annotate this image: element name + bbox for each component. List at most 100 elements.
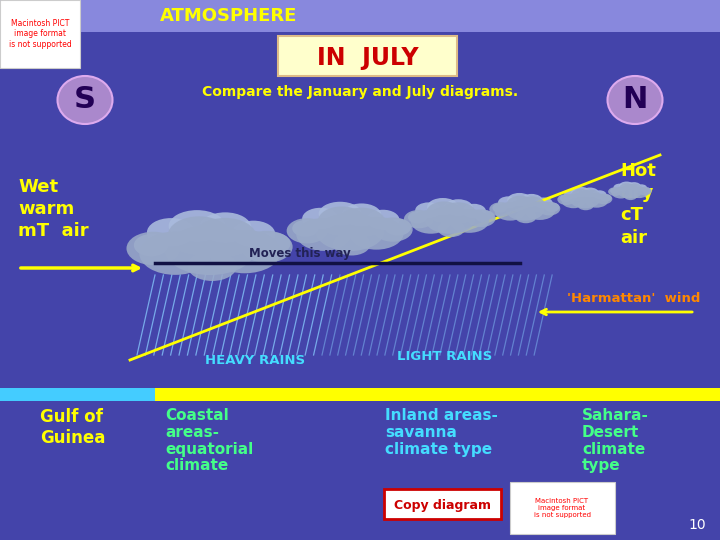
Ellipse shape — [333, 233, 370, 255]
Text: S: S — [74, 85, 96, 114]
Ellipse shape — [366, 210, 400, 230]
Ellipse shape — [444, 199, 473, 216]
Ellipse shape — [564, 190, 580, 199]
Ellipse shape — [292, 220, 319, 237]
Ellipse shape — [139, 232, 211, 275]
Ellipse shape — [495, 202, 526, 221]
Ellipse shape — [585, 193, 608, 208]
Text: Copy diagram: Copy diagram — [395, 498, 492, 511]
Ellipse shape — [384, 219, 411, 235]
Text: Macintosh PICT
image format
is not supported: Macintosh PICT image format is not suppo… — [9, 19, 71, 49]
Ellipse shape — [560, 195, 572, 202]
Ellipse shape — [498, 197, 518, 208]
Ellipse shape — [571, 189, 592, 201]
Ellipse shape — [570, 192, 600, 208]
Ellipse shape — [557, 194, 575, 205]
Ellipse shape — [507, 195, 534, 212]
FancyBboxPatch shape — [278, 36, 457, 76]
Ellipse shape — [618, 185, 642, 199]
Ellipse shape — [611, 187, 630, 199]
Ellipse shape — [449, 209, 489, 233]
Text: Hot
dry
cT
air: Hot dry cT air — [620, 162, 656, 247]
Ellipse shape — [595, 194, 612, 204]
Ellipse shape — [619, 183, 635, 193]
Ellipse shape — [562, 194, 585, 208]
Ellipse shape — [626, 184, 642, 194]
Text: Gulf of
Guinea: Gulf of Guinea — [40, 408, 105, 447]
Text: Macintosh PICT
image format
is not supported: Macintosh PICT image format is not suppo… — [534, 498, 590, 518]
Ellipse shape — [127, 232, 181, 265]
Ellipse shape — [524, 201, 555, 220]
Ellipse shape — [240, 231, 292, 263]
FancyBboxPatch shape — [80, 0, 720, 32]
Text: Wet
warm
mT  air: Wet warm mT air — [18, 178, 89, 240]
Ellipse shape — [492, 203, 508, 213]
Ellipse shape — [209, 230, 281, 273]
Ellipse shape — [538, 202, 560, 215]
Ellipse shape — [534, 198, 553, 209]
Ellipse shape — [256, 232, 290, 255]
FancyBboxPatch shape — [384, 489, 501, 519]
Ellipse shape — [600, 194, 612, 201]
Text: Sahara-
Desert
climate
type: Sahara- Desert climate type — [582, 408, 649, 474]
Ellipse shape — [287, 218, 328, 244]
Ellipse shape — [544, 202, 559, 212]
Text: 10: 10 — [688, 518, 706, 532]
Ellipse shape — [642, 187, 651, 193]
Bar — [155, 388, 720, 401]
Ellipse shape — [408, 211, 427, 224]
Ellipse shape — [134, 234, 168, 256]
Ellipse shape — [521, 194, 543, 207]
Ellipse shape — [316, 213, 384, 251]
Ellipse shape — [505, 199, 544, 221]
FancyBboxPatch shape — [510, 482, 615, 534]
Ellipse shape — [467, 210, 495, 227]
Ellipse shape — [349, 217, 404, 249]
Ellipse shape — [411, 210, 451, 234]
Ellipse shape — [624, 192, 637, 200]
Ellipse shape — [608, 187, 622, 196]
Ellipse shape — [232, 221, 275, 247]
Ellipse shape — [194, 218, 257, 256]
Ellipse shape — [168, 210, 225, 242]
Ellipse shape — [427, 201, 462, 223]
Ellipse shape — [582, 187, 599, 198]
Ellipse shape — [592, 190, 606, 199]
Ellipse shape — [297, 218, 351, 251]
Text: N: N — [622, 85, 648, 114]
Ellipse shape — [490, 202, 513, 217]
Ellipse shape — [58, 76, 112, 124]
Ellipse shape — [638, 187, 652, 195]
Ellipse shape — [147, 218, 195, 247]
Ellipse shape — [613, 184, 626, 191]
Text: 'Harmattan'  wind: 'Harmattan' wind — [567, 292, 700, 305]
FancyBboxPatch shape — [0, 0, 80, 68]
Ellipse shape — [518, 196, 545, 213]
Ellipse shape — [572, 187, 590, 197]
Ellipse shape — [516, 211, 536, 223]
Ellipse shape — [438, 220, 465, 237]
Ellipse shape — [577, 200, 594, 210]
Ellipse shape — [627, 182, 641, 190]
Ellipse shape — [580, 190, 600, 202]
Ellipse shape — [319, 202, 361, 226]
Text: Inland areas-
savanna
climate type: Inland areas- savanna climate type — [385, 408, 498, 457]
Ellipse shape — [508, 193, 531, 207]
Ellipse shape — [426, 206, 474, 234]
Text: Compare the January and July diagrams.: Compare the January and July diagrams. — [202, 85, 518, 99]
Text: HEAVY RAINS: HEAVY RAINS — [205, 354, 305, 367]
Ellipse shape — [199, 212, 251, 243]
Ellipse shape — [318, 206, 366, 236]
Ellipse shape — [302, 208, 338, 230]
Text: Coastal
areas-
equatorial
climate: Coastal areas- equatorial climate — [165, 408, 253, 474]
Text: Moves this way: Moves this way — [249, 247, 351, 260]
Ellipse shape — [441, 202, 476, 224]
Ellipse shape — [636, 184, 647, 191]
Ellipse shape — [342, 204, 382, 227]
Ellipse shape — [404, 210, 433, 228]
Ellipse shape — [619, 181, 634, 190]
Ellipse shape — [610, 188, 619, 194]
Ellipse shape — [427, 198, 459, 215]
Ellipse shape — [187, 251, 237, 281]
Text: LIGHT RAINS: LIGHT RAINS — [397, 350, 492, 363]
